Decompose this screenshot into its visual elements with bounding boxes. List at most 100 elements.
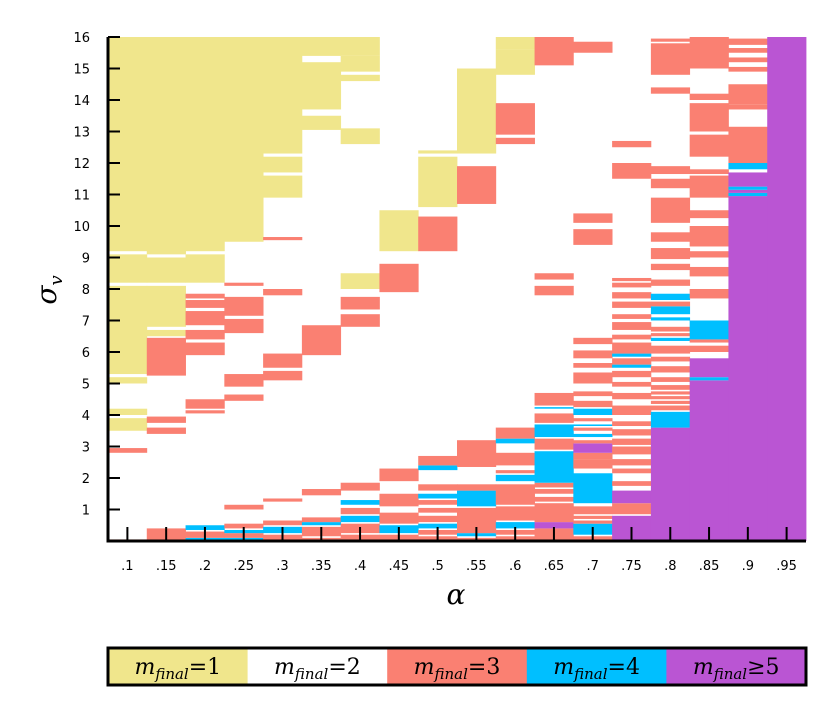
heatmap-cell bbox=[612, 468, 652, 474]
heatmap-cell bbox=[418, 493, 458, 499]
heatmap-cell bbox=[573, 391, 613, 397]
heatmap-cell bbox=[495, 474, 535, 482]
heatmap-cell bbox=[689, 93, 729, 100]
heatmap-cell bbox=[650, 279, 691, 286]
heatmap-cell bbox=[689, 37, 729, 69]
heatmap-cell bbox=[224, 318, 264, 334]
y-tick-label: 1 bbox=[82, 504, 90, 519]
heatmap-cell bbox=[650, 405, 691, 411]
x-tick-label: .5 bbox=[431, 559, 443, 574]
x-tick-label: .8 bbox=[664, 559, 676, 574]
legend-swatch bbox=[666, 648, 807, 685]
heatmap-cell bbox=[457, 440, 497, 467]
heatmap-cell bbox=[650, 178, 691, 189]
heatmap-cell bbox=[146, 337, 186, 376]
heatmap-cell bbox=[612, 481, 652, 486]
heatmap-cell bbox=[418, 484, 458, 491]
heatmap-cell bbox=[573, 433, 613, 438]
heatmap-cell bbox=[612, 334, 652, 340]
heatmap-cell bbox=[340, 515, 380, 523]
heatmap-cell bbox=[495, 506, 535, 521]
heatmap-cell bbox=[534, 489, 574, 494]
heatmap-cell bbox=[650, 306, 691, 315]
legend-swatch bbox=[108, 648, 249, 685]
heatmap-cell bbox=[340, 314, 380, 327]
heatmap-cell bbox=[573, 41, 613, 53]
heatmap-cell bbox=[418, 523, 458, 529]
heatmap-cell bbox=[650, 263, 691, 271]
heatmap-cell bbox=[650, 38, 691, 42]
heatmap-cell bbox=[495, 427, 535, 439]
heatmap-cell bbox=[301, 489, 342, 496]
heatmap-cell bbox=[418, 455, 458, 466]
heatmap-cell bbox=[612, 438, 652, 445]
heatmap-cell bbox=[418, 465, 458, 471]
heatmap-cell bbox=[650, 333, 691, 337]
heatmap-cell bbox=[650, 391, 691, 395]
heatmap-cell bbox=[573, 408, 613, 415]
heatmap-cell bbox=[689, 339, 729, 343]
x-tick-label: .55 bbox=[466, 559, 487, 574]
heatmap-cell bbox=[612, 392, 652, 400]
heatmap-cell bbox=[534, 451, 574, 483]
heatmap-cell bbox=[650, 427, 691, 541]
heatmap-cell bbox=[340, 273, 380, 289]
heatmap-cell bbox=[728, 186, 768, 190]
heatmap-cell bbox=[108, 377, 148, 384]
heatmap-cell bbox=[146, 37, 186, 255]
legend-label: mfinal=3 bbox=[414, 655, 501, 683]
heatmap-cell bbox=[573, 473, 613, 504]
heatmap-cell bbox=[495, 438, 535, 444]
heatmap-cell bbox=[612, 421, 652, 427]
heatmap-cell bbox=[534, 413, 574, 423]
heatmap-cell bbox=[301, 115, 342, 130]
heatmap-cell bbox=[689, 210, 729, 219]
heatmap-cell bbox=[612, 314, 652, 319]
heatmap-cell bbox=[728, 126, 768, 163]
x-tick-label: .9 bbox=[742, 559, 754, 574]
heatmap-cell bbox=[495, 470, 535, 474]
heatmap-cell bbox=[534, 522, 574, 529]
heatmap-cell bbox=[650, 396, 691, 400]
y-tick-label: 15 bbox=[73, 63, 90, 78]
heatmap-cell bbox=[146, 416, 186, 423]
heatmap-cell bbox=[185, 329, 225, 340]
heatmap-cell bbox=[612, 292, 652, 299]
heatmap-cell bbox=[418, 515, 458, 523]
heatmap-cell bbox=[728, 172, 768, 187]
x-tick-label: .95 bbox=[776, 559, 797, 574]
heatmap-cell bbox=[573, 520, 613, 524]
heatmap-cell bbox=[379, 468, 419, 482]
heatmap-cell bbox=[650, 301, 691, 307]
heatmap-cell bbox=[612, 446, 652, 455]
y-tick-label: 2 bbox=[82, 472, 90, 487]
heatmap-cell bbox=[573, 452, 613, 460]
heatmap-cell bbox=[146, 285, 186, 327]
y-tick-label: 7 bbox=[82, 315, 90, 330]
heatmap-cell bbox=[573, 337, 613, 345]
heatmap-cell bbox=[263, 370, 303, 381]
heatmap-cell bbox=[534, 392, 574, 406]
heatmap-cell bbox=[650, 326, 691, 332]
legend: mfinal=1 mfinal=2 mfinal=3 mfinal=4 mfinal≥5 bbox=[106, 646, 808, 687]
heatmap-cell bbox=[573, 427, 613, 431]
heatmap-cell bbox=[418, 507, 458, 513]
heatmap-cell bbox=[534, 285, 574, 296]
heatmap-cell bbox=[301, 517, 342, 523]
heatmap-cell bbox=[340, 482, 380, 491]
heatmap-cell bbox=[263, 353, 303, 368]
heatmap-cell bbox=[301, 522, 342, 526]
heatmap-cell bbox=[457, 166, 497, 204]
heatmap-cell bbox=[146, 257, 186, 283]
heatmap-cell bbox=[573, 459, 613, 469]
heatmap-cell bbox=[534, 496, 574, 502]
x-axis-title: α bbox=[447, 578, 466, 611]
heatmap-cell bbox=[108, 448, 148, 453]
heatmap-cell bbox=[224, 282, 264, 286]
heatmap-cell bbox=[340, 500, 380, 505]
heatmap-cell bbox=[418, 500, 458, 505]
heatmap-cell bbox=[457, 68, 497, 154]
heatmap-cell bbox=[612, 364, 652, 368]
heatmap-cell bbox=[263, 289, 303, 296]
